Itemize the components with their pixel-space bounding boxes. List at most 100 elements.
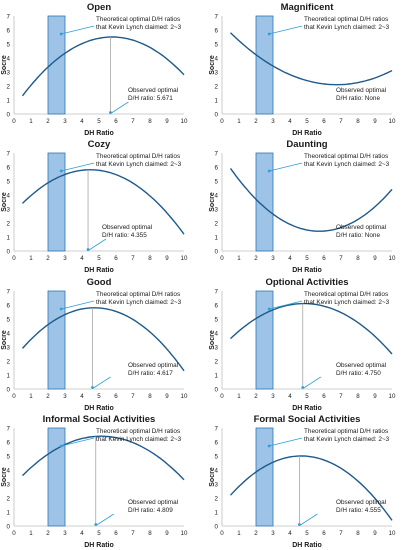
observed-annotation-line: Observed optimal [128, 362, 178, 369]
y-axis-label: Socre [209, 192, 216, 212]
chart-panel: Open 0 1 2 3 4 5 6 7 0 1 2 3 4 5 6 7 8 9 10 DH Ratio Socre The… [1, 2, 188, 137]
y-tick-label: 4 [215, 331, 219, 338]
x-tick-label: 4 [288, 118, 292, 125]
theory-annotation-line: Theoretical optimal D/H ratios [304, 16, 388, 23]
x-tick-label: 7 [131, 255, 135, 262]
observed-annotation-line: D/H ratio: 4.809 [128, 507, 173, 514]
theory-arrow-head [267, 169, 271, 173]
chart-panel: Informal Social Activities 0 1 2 3 4 5 6 7 0 1 2 3 4 5… [1, 414, 188, 549]
chart-panel: Good 0 1 2 3 4 5 6 7 0 1 2 3 4 5 6 7 8 9 10 DH Ratio Socre The… [1, 277, 188, 412]
theory-annotation-line: Theoretical optimal D/H ratios [96, 291, 180, 298]
x-tick-label: 9 [165, 530, 169, 537]
y-tick-label: 4 [7, 468, 11, 475]
y-tick-label: 1 [7, 373, 11, 380]
x-tick-label: 5 [305, 393, 309, 400]
x-tick-label: 6 [322, 118, 326, 125]
theory-arrow [61, 25, 95, 35]
chart-title: Cozy [88, 139, 111, 150]
x-tick-label: 3 [271, 530, 275, 537]
observed-annotation-line: Observed optimal [336, 224, 386, 231]
x-tick-label: 6 [322, 530, 326, 537]
x-tick-label: 10 [389, 255, 396, 262]
x-axis-label: DH Ratio [84, 542, 114, 549]
y-tick-label: 6 [215, 165, 219, 172]
theory-arrow-head [267, 444, 271, 448]
theoretical-band [47, 152, 66, 252]
theory-arrow [269, 25, 303, 35]
y-tick-label: 0 [215, 112, 219, 119]
x-tick-label: 9 [373, 393, 377, 400]
y-tick-label: 4 [215, 193, 219, 200]
theory-arrow-head [59, 32, 63, 36]
y-tick-label: 7 [7, 289, 11, 296]
y-tick-label: 3 [7, 207, 11, 214]
theory-annotation-line: that Kevin Lynch claimed: 2~3 [304, 299, 390, 306]
y-tick-label: 4 [215, 468, 219, 475]
y-tick-label: 5 [7, 42, 11, 49]
x-tick-label: 9 [373, 255, 377, 262]
x-tick-label: 4 [288, 530, 292, 537]
observed-annotation-line: Observed optimal [128, 87, 178, 94]
chart-panel: Daunting 0 1 2 3 4 5 6 7 0 1 2 3 4 5 6 7 8 9 10 DH Ratio Socr… [209, 139, 396, 274]
y-tick-label: 0 [215, 249, 219, 256]
y-tick-label: 7 [215, 289, 219, 296]
x-tick-label: 3 [271, 393, 275, 400]
y-axis-label: Socre [209, 55, 216, 75]
y-tick-label: 1 [7, 98, 11, 105]
chart-title: Daunting [286, 139, 327, 150]
observed-arrow-head [86, 248, 90, 251]
y-tick-label: 7 [7, 426, 11, 433]
x-tick-label: 2 [46, 255, 50, 262]
observed-annotation-line: D/H ratio: 4.355 [102, 232, 147, 239]
x-tick-label: 8 [356, 118, 360, 125]
observed-annotation-line: Observed optimal [336, 499, 386, 506]
y-tick-label: 0 [215, 524, 219, 531]
x-tick-label: 0 [12, 530, 16, 537]
x-tick-label: 7 [339, 393, 343, 400]
x-tick-label: 10 [389, 393, 396, 400]
y-tick-label: 2 [7, 359, 11, 366]
x-tick-label: 4 [80, 255, 84, 262]
x-axis-label: DH Ratio [292, 267, 322, 274]
theory-arrow [61, 437, 95, 447]
fitted-curve [21, 36, 185, 97]
theory-arrow [269, 162, 303, 172]
theoretical-band [47, 427, 66, 527]
x-tick-label: 0 [12, 118, 16, 125]
y-tick-label: 4 [7, 331, 11, 338]
theory-annotation-line: Theoretical optimal D/H ratios [96, 16, 180, 23]
theoretical-band [255, 15, 274, 115]
theory-annotation-line: that Kevin Lynch claimed: 2~3 [96, 436, 182, 443]
x-axis-label: DH Ratio [84, 130, 114, 137]
y-tick-label: 7 [215, 151, 219, 158]
chart-title: Optional Activities [265, 277, 348, 288]
x-tick-label: 2 [254, 530, 258, 537]
theoretical-band [255, 290, 274, 390]
chart-panel: Cozy 0 1 2 3 4 5 6 7 0 1 2 3 4 5 6 7 8 9 10 DH Ratio Socre The… [1, 139, 188, 274]
x-tick-label: 0 [220, 530, 224, 537]
x-tick-label: 8 [148, 393, 152, 400]
y-tick-label: 3 [215, 482, 219, 489]
observed-arrow [111, 101, 129, 114]
x-tick-label: 1 [237, 255, 241, 262]
observed-arrow [96, 513, 114, 526]
x-tick-label: 6 [114, 255, 118, 262]
fitted-curve [22, 169, 185, 235]
x-axis-label: DH Ratio [84, 405, 114, 412]
y-tick-label: 0 [7, 112, 11, 119]
y-tick-label: 2 [215, 221, 219, 228]
x-tick-label: 8 [148, 118, 152, 125]
x-tick-label: 0 [220, 118, 224, 125]
y-tick-label: 5 [215, 454, 219, 461]
observed-annotation-line: D/H ratio: None [336, 95, 380, 102]
y-axis-label: Socre [209, 467, 216, 487]
y-tick-label: 1 [215, 235, 219, 242]
x-tick-label: 1 [237, 530, 241, 537]
y-tick-label: 1 [215, 510, 219, 517]
x-tick-label: 0 [220, 255, 224, 262]
theory-arrow-head [267, 307, 271, 311]
fitted-curve [21, 307, 185, 372]
x-tick-label: 5 [97, 530, 101, 537]
y-tick-label: 7 [7, 14, 11, 21]
y-tick-label: 1 [7, 510, 11, 517]
